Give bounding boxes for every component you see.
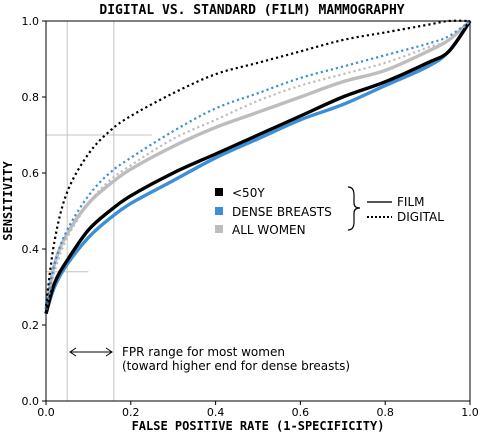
reference-lines (46, 21, 152, 401)
legend-label-all: ALL WOMEN (232, 223, 306, 237)
x-tick-label: 0.8 (376, 406, 394, 419)
y-tick-label: 0.6 (22, 167, 40, 180)
y-tick-label: 0.4 (22, 243, 40, 256)
series-line-digital-dense-breasts (44, 20, 471, 310)
series-line-film-all-women (44, 19, 472, 311)
series-line-digital-under50 (44, 19, 471, 307)
fpr-annotation-line2: (toward higher end for dense breasts) (122, 359, 350, 373)
legend-swatch-under50 (215, 188, 223, 196)
legend-brace (347, 186, 361, 231)
legend-swatch-all (215, 225, 223, 233)
series-line-film-dense-breasts (44, 20, 472, 315)
y-axis: 0.0 0.2 0.4 0.6 0.8 1.0 (22, 15, 46, 408)
y-tick-label: 0.0 (22, 395, 40, 408)
fpr-arrow-right-head (105, 347, 113, 357)
x-tick-label: 1.0 (461, 406, 479, 419)
x-tick-label: 0.4 (207, 406, 225, 419)
y-tick-label: 0.2 (22, 319, 40, 332)
x-axis: 0.0 0.2 0.4 0.6 0.8 1.0 (37, 401, 479, 419)
legend-swatch-dense (215, 207, 223, 215)
x-axis-label: FALSE POSITIVE RATE (1-SPECIFICITY) (132, 419, 385, 433)
y-tick-label: 0.8 (22, 91, 40, 104)
x-tick-label: 0.6 (292, 406, 310, 419)
y-axis-label: SENSITIVITY (1, 160, 15, 240)
legend: <50Y DENSE BREASTS ALL WOMEN FILM DIGITA… (215, 186, 444, 237)
legend-label-film: FILM (397, 195, 424, 209)
legend-label-under50: <50Y (232, 186, 265, 200)
x-tick-label: 0.0 (37, 406, 55, 419)
fpr-arrow-left-head (69, 347, 77, 357)
series-layer (44, 19, 472, 315)
legend-label-dense: DENSE BREASTS (232, 205, 332, 219)
legend-label-digital: DIGITAL (397, 210, 444, 224)
fpr-annotation: FPR range for most women (toward higher … (69, 345, 350, 373)
chart-title: DIGITAL VS. STANDARD (FILM) MAMMOGRAPHY (99, 3, 404, 18)
y-tick-label: 1.0 (22, 15, 40, 28)
fpr-annotation-line1: FPR range for most women (122, 345, 285, 359)
x-tick-label: 0.2 (122, 406, 140, 419)
plot-frame (45, 20, 471, 402)
series-line-film-under50 (44, 20, 472, 315)
series-line-digital-all-women (44, 20, 471, 311)
